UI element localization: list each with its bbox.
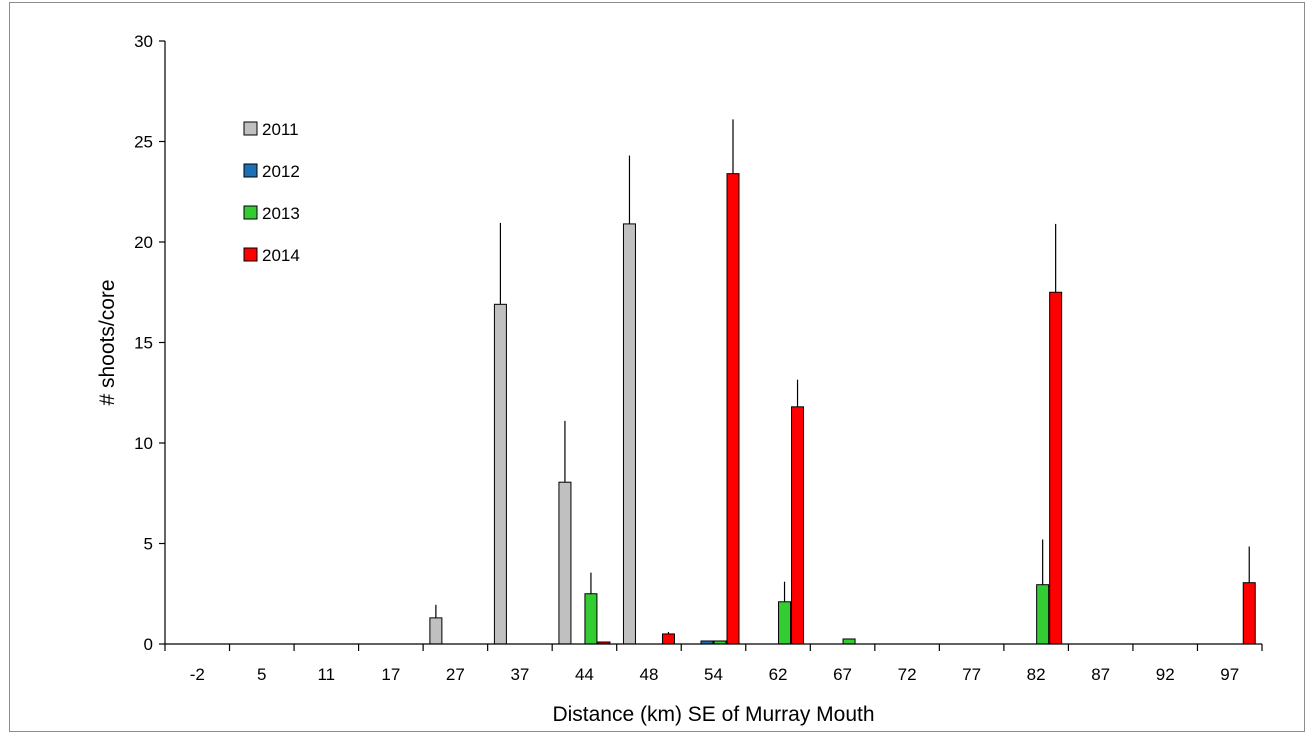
y-tick-label: 30 <box>134 32 153 51</box>
x-tick-label: 72 <box>898 665 917 684</box>
bar-2013-62 <box>778 601 792 645</box>
x-tick-label: 82 <box>1027 665 1046 684</box>
x-tick-label: 48 <box>640 665 659 684</box>
bar-2013-67 <box>842 638 856 645</box>
bar-2013-82 <box>1036 584 1050 645</box>
x-tick-label: 44 <box>575 665 594 684</box>
legend-label-2012: 2012 <box>262 162 300 181</box>
error-bars-layer <box>435 119 1250 634</box>
x-tick-label: 67 <box>833 665 852 684</box>
x-tick-label: 17 <box>381 665 400 684</box>
x-tick-label: 62 <box>769 665 788 684</box>
y-tick-label: 25 <box>134 133 153 152</box>
x-tick-label: 92 <box>1156 665 1175 684</box>
bar-2014-82 <box>1049 291 1063 645</box>
bar-2011-27 <box>429 617 443 645</box>
x-tick-label: 5 <box>257 665 266 684</box>
legend-label-2011: 2011 <box>262 120 299 139</box>
bar-2014-97 <box>1242 582 1256 645</box>
bar-2014-48 <box>661 633 675 645</box>
y-tick-label: 10 <box>134 434 153 453</box>
bar-2014-62 <box>791 406 805 645</box>
y-tick-label: 20 <box>134 233 153 252</box>
x-tick-label: 37 <box>510 665 529 684</box>
bar-2011-48 <box>622 223 636 645</box>
bar-2011-37 <box>493 303 507 645</box>
x-tick-label: 27 <box>446 665 465 684</box>
x-tick-label: -2 <box>190 665 205 684</box>
legend-swatch-2011 <box>243 121 258 136</box>
y-tick-label: 15 <box>134 334 153 353</box>
legend-label-2014: 2014 <box>262 246 300 265</box>
axes-layer: 0 5 10 15 20 25 30 -2 5 11 17 27 37 44 48 54 62 67 72 77 82 8… <box>134 32 1263 684</box>
bars-layer <box>429 173 1256 645</box>
legend-swatch-2012 <box>243 163 258 178</box>
legend-swatch-2013 <box>243 205 258 220</box>
bar-2011-44 <box>558 481 572 645</box>
bar-2013-44 <box>584 593 598 645</box>
y-tick-label: 5 <box>144 535 153 554</box>
x-axis-title: Distance (km) SE of Murray Mouth <box>552 703 874 726</box>
legend-label-2013: 2013 <box>262 204 300 223</box>
bar-2014-54 <box>726 173 740 645</box>
y-axis-title: # shoots/core <box>96 279 119 405</box>
legend-swatch-2014 <box>243 247 258 262</box>
chart-frame: 0 5 10 15 20 25 30 -2 5 11 17 27 37 44 48 54 62 67 72 77 82 8… <box>9 2 1305 732</box>
y-tick-label: 0 <box>144 635 153 654</box>
x-tick-label: 11 <box>317 665 335 684</box>
x-tick-label: 54 <box>704 665 723 684</box>
x-tick-label: 97 <box>1220 665 1239 684</box>
legend: 2011 2012 2013 2014 <box>243 120 300 265</box>
bar-chart: 0 5 10 15 20 25 30 -2 5 11 17 27 37 44 48 54 62 67 72 77 82 8… <box>96 32 1263 726</box>
x-tick-label: 87 <box>1091 665 1110 684</box>
x-tick-label: 77 <box>962 665 981 684</box>
